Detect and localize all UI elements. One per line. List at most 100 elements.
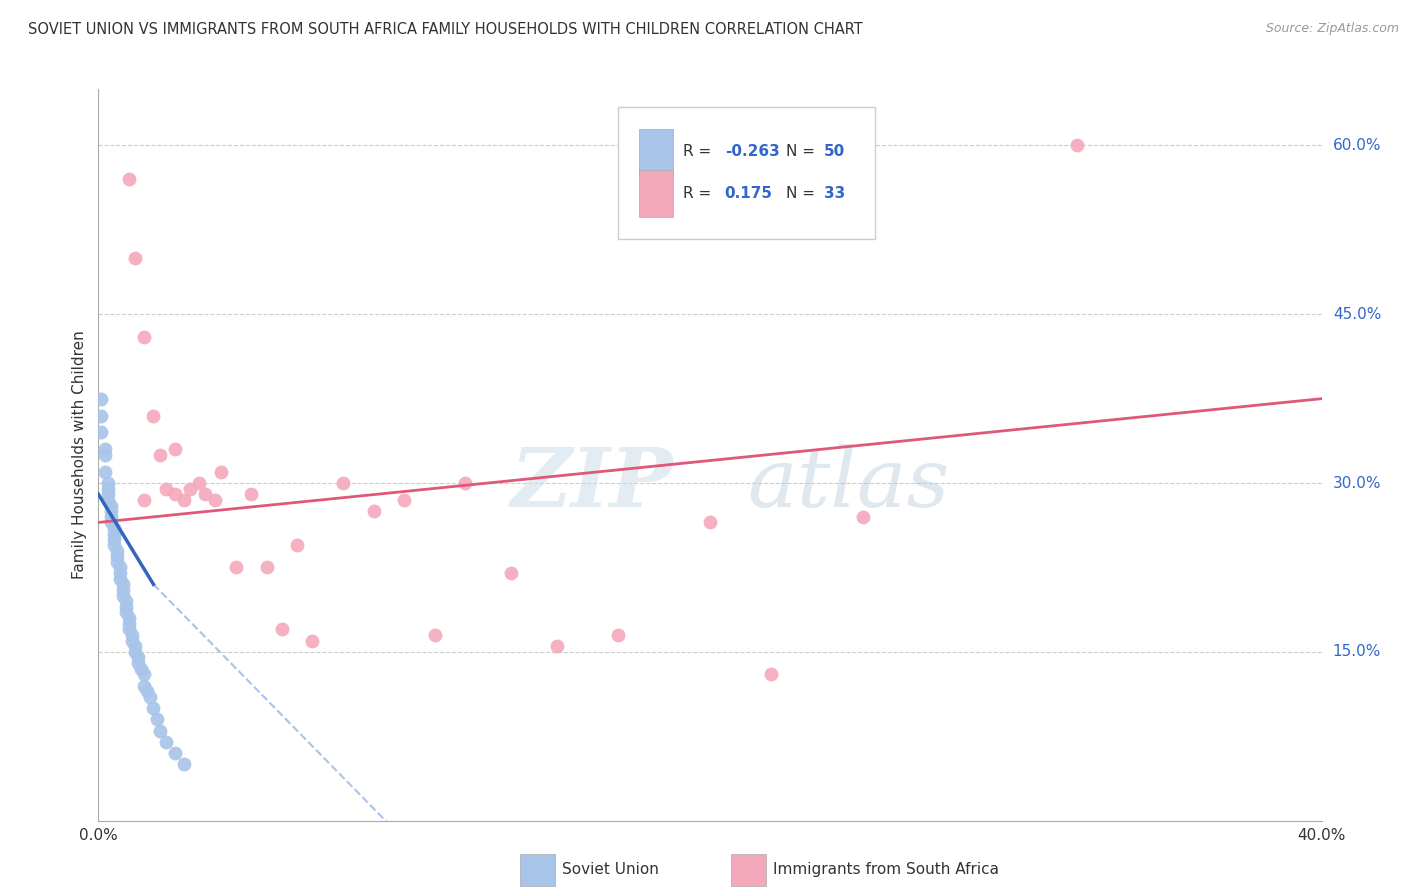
Point bbox=[173, 757, 195, 772]
Point bbox=[124, 251, 146, 265]
Point bbox=[100, 499, 122, 513]
Text: atlas: atlas bbox=[747, 444, 949, 524]
Point bbox=[118, 623, 141, 637]
Point bbox=[118, 611, 141, 625]
Point bbox=[105, 543, 128, 558]
Point bbox=[163, 442, 186, 457]
Point bbox=[105, 549, 128, 564]
Text: SOVIET UNION VS IMMIGRANTS FROM SOUTH AFRICA FAMILY HOUSEHOLDS WITH CHILDREN COR: SOVIET UNION VS IMMIGRANTS FROM SOUTH AF… bbox=[28, 22, 863, 37]
Text: R =: R = bbox=[683, 186, 716, 201]
Point bbox=[108, 566, 131, 580]
FancyBboxPatch shape bbox=[619, 108, 875, 239]
Point bbox=[97, 487, 120, 501]
Point bbox=[607, 628, 630, 642]
Point bbox=[93, 465, 115, 479]
Text: -0.263: -0.263 bbox=[724, 144, 779, 159]
Point bbox=[97, 482, 120, 496]
Point bbox=[149, 448, 172, 462]
Point bbox=[188, 476, 211, 491]
Point bbox=[103, 538, 125, 552]
Text: 30.0%: 30.0% bbox=[1333, 475, 1381, 491]
Point bbox=[111, 577, 134, 591]
Point bbox=[546, 639, 568, 653]
Point bbox=[127, 650, 149, 665]
Point bbox=[179, 482, 201, 496]
Point bbox=[90, 409, 112, 423]
Point bbox=[127, 656, 149, 670]
Point bbox=[142, 409, 165, 423]
Point bbox=[256, 560, 278, 574]
FancyBboxPatch shape bbox=[640, 169, 673, 218]
Point bbox=[103, 533, 125, 547]
Point bbox=[270, 623, 292, 637]
Point bbox=[124, 639, 146, 653]
Point bbox=[136, 684, 159, 698]
Point bbox=[194, 487, 217, 501]
Point bbox=[90, 392, 112, 406]
Text: 50: 50 bbox=[824, 144, 845, 159]
Point bbox=[163, 487, 186, 501]
Text: N =: N = bbox=[786, 144, 820, 159]
Point bbox=[852, 509, 875, 524]
Point bbox=[129, 662, 152, 676]
Point bbox=[97, 492, 120, 507]
Point bbox=[155, 735, 177, 749]
Text: Soviet Union: Soviet Union bbox=[562, 863, 659, 877]
Point bbox=[115, 599, 138, 614]
Point bbox=[115, 594, 138, 608]
Point bbox=[423, 628, 446, 642]
Point bbox=[134, 330, 156, 344]
Point bbox=[134, 492, 156, 507]
Point bbox=[93, 442, 115, 457]
Point bbox=[155, 482, 177, 496]
Point bbox=[121, 633, 143, 648]
Point bbox=[301, 633, 323, 648]
Point bbox=[134, 679, 156, 693]
Point bbox=[142, 701, 165, 715]
Point bbox=[454, 476, 477, 491]
Text: 60.0%: 60.0% bbox=[1333, 138, 1381, 153]
Point bbox=[108, 572, 131, 586]
Point bbox=[103, 521, 125, 535]
Text: N =: N = bbox=[786, 186, 820, 201]
Point bbox=[103, 526, 125, 541]
Point bbox=[173, 492, 195, 507]
Point bbox=[209, 465, 232, 479]
Point bbox=[90, 425, 112, 440]
Point bbox=[105, 555, 128, 569]
Y-axis label: Family Households with Children: Family Households with Children bbox=[72, 331, 87, 579]
Point bbox=[134, 667, 156, 681]
Point bbox=[225, 560, 247, 574]
Point bbox=[363, 504, 385, 518]
Text: Immigrants from South Africa: Immigrants from South Africa bbox=[773, 863, 1000, 877]
Point bbox=[115, 606, 138, 620]
Point bbox=[139, 690, 162, 704]
Point bbox=[759, 667, 782, 681]
Point bbox=[100, 516, 122, 530]
Point bbox=[145, 712, 167, 726]
Point bbox=[149, 723, 172, 738]
Point bbox=[121, 628, 143, 642]
Point bbox=[392, 492, 416, 507]
Text: 0.175: 0.175 bbox=[724, 186, 773, 201]
Point bbox=[118, 616, 141, 631]
Point bbox=[111, 589, 134, 603]
Point bbox=[93, 448, 115, 462]
Text: Source: ZipAtlas.com: Source: ZipAtlas.com bbox=[1265, 22, 1399, 36]
Point bbox=[111, 582, 134, 597]
Point bbox=[240, 487, 263, 501]
FancyBboxPatch shape bbox=[640, 129, 673, 177]
Text: ZIP: ZIP bbox=[510, 444, 673, 524]
Text: 15.0%: 15.0% bbox=[1333, 644, 1381, 659]
Point bbox=[163, 746, 186, 760]
Point bbox=[124, 645, 146, 659]
Text: R =: R = bbox=[683, 144, 716, 159]
Point bbox=[501, 566, 523, 580]
Point bbox=[118, 172, 141, 186]
Point bbox=[100, 509, 122, 524]
Point bbox=[108, 560, 131, 574]
Text: 33: 33 bbox=[824, 186, 845, 201]
Point bbox=[1066, 138, 1088, 153]
Point bbox=[204, 492, 226, 507]
Text: 45.0%: 45.0% bbox=[1333, 307, 1381, 322]
